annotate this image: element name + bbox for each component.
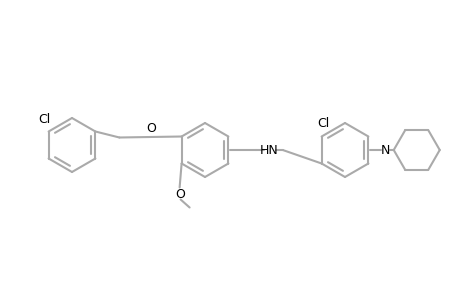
Text: O: O — [175, 188, 185, 201]
Text: N: N — [380, 143, 390, 157]
Text: O: O — [146, 122, 156, 134]
Text: HN: HN — [259, 143, 278, 157]
Text: Cl: Cl — [317, 117, 329, 130]
Text: Cl: Cl — [39, 113, 50, 126]
